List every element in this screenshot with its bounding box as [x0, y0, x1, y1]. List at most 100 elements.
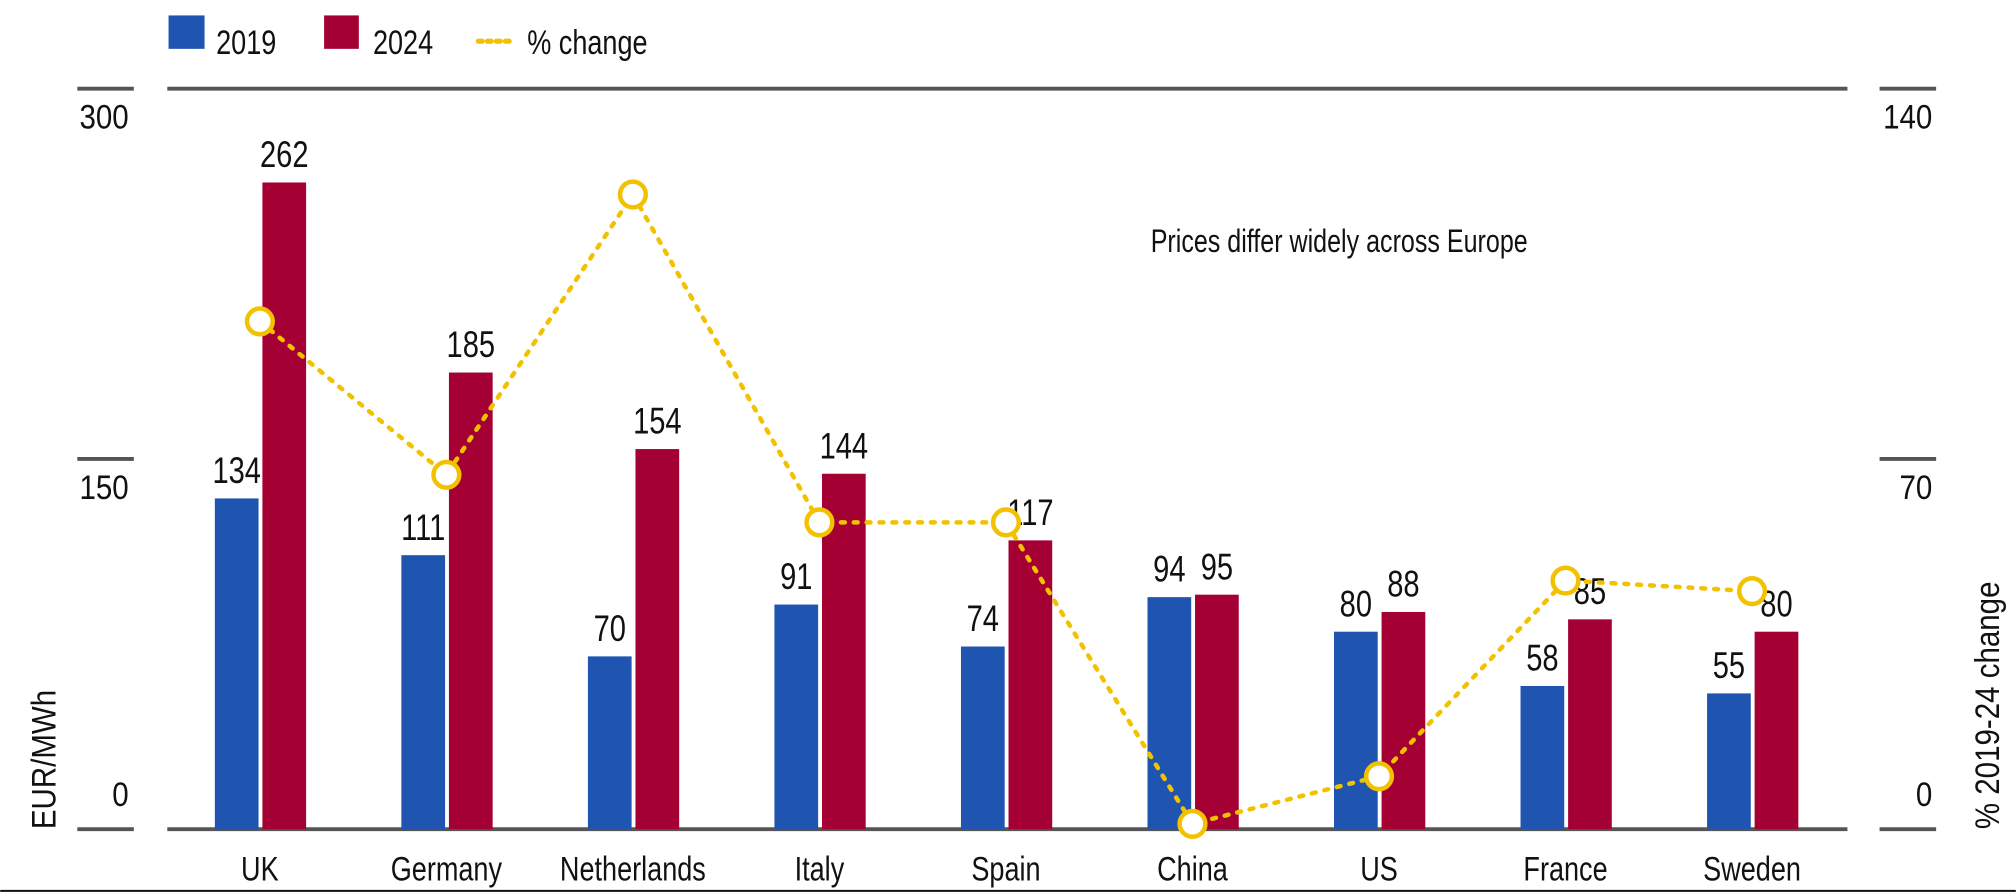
right-tick-label-group: 70 [1899, 468, 1932, 507]
x-tick-label-group: US [1360, 849, 1398, 888]
data-label-2024-group: 154 [633, 401, 682, 442]
data-label-2024: 95 [1201, 547, 1233, 588]
data-label-2019: 58 [1526, 638, 1558, 679]
bar-2024-france [1568, 619, 1612, 830]
data-label-2019: 55 [1713, 646, 1745, 687]
data-label-2019-group: 70 [594, 609, 626, 650]
data-label-2024: 262 [260, 135, 309, 176]
chart-annotation: Prices differ widely across Europe [1151, 224, 1528, 260]
data-label-2019-group: 134 [212, 451, 261, 492]
bar-2019-us [1334, 631, 1378, 830]
pct-change-point-italy [804, 507, 835, 538]
data-label-2019: 94 [1153, 549, 1185, 590]
bar-2024-us [1381, 611, 1426, 830]
data-label-2019: 74 [967, 599, 999, 640]
data-label-2019-group: 111 [401, 507, 445, 548]
pct-change-point-netherlands [617, 179, 648, 210]
data-label-2024-group: 95 [1201, 547, 1233, 588]
x-tick-label-group: Italy [795, 849, 845, 888]
data-label-2019: 80 [1340, 584, 1372, 625]
y2-axis-title-group: % 2019-24 change [1968, 582, 2007, 830]
data-label-2024-group: 185 [447, 325, 496, 366]
left-tick-label: 150 [79, 468, 128, 507]
pct-change-point-uk [244, 306, 275, 337]
data-label-2019: 111 [401, 507, 445, 548]
bar-2019-netherlands [587, 656, 632, 830]
data-label-2024: 144 [820, 426, 869, 467]
data-label-2019-group: 74 [967, 599, 999, 640]
pct-change-point-us [1363, 761, 1395, 792]
left-tick-label-group: 300 [79, 97, 128, 136]
x-tick-label: Spain [971, 849, 1040, 888]
data-label-2019-group: 58 [1526, 638, 1558, 679]
bar-2019-china [1147, 597, 1192, 830]
pct-change-point-france [1550, 565, 1581, 596]
x-tick-label: France [1523, 849, 1607, 888]
pct-change-point-sweden [1736, 576, 1768, 607]
x-tick-label: Netherlands [560, 849, 706, 888]
chart-annotation-group: Prices differ widely across Europe [1151, 224, 1528, 260]
data-label-2019: 91 [780, 557, 812, 598]
legend-swatch-2019 [168, 15, 205, 49]
bar-2024-uk [262, 182, 307, 830]
legend-swatch-2024 [324, 15, 359, 49]
legend-label-pct-change: % change [527, 23, 647, 62]
x-tick-label-group: Netherlands [560, 849, 706, 888]
x-tick-label-group: Sweden [1703, 849, 1801, 888]
x-tick-label: UK [241, 849, 279, 888]
right-tick-label-group: 140 [1883, 97, 1932, 136]
legend-label-2024-group: 2024 [373, 23, 433, 62]
x-tick-label: US [1360, 849, 1398, 888]
pct-change-point-germany [431, 459, 462, 490]
bar-2024-sweden [1754, 631, 1799, 830]
bar-2019-spain [960, 646, 1005, 830]
legend-label-2024: 2024 [373, 23, 433, 62]
data-label-2024: 88 [1387, 564, 1419, 605]
pct-change-point-china [1177, 808, 1208, 839]
bar-2024-netherlands [635, 449, 680, 830]
legend-label-pct-change-group: % change [527, 23, 647, 62]
right-tick-label-group: 0 [1916, 775, 1932, 814]
x-tick-label-group: China [1157, 849, 1228, 888]
y-axis-title: EUR/MWh [24, 690, 63, 829]
bar-2019-italy [774, 604, 819, 830]
left-tick-label-group: 0 [112, 775, 128, 814]
x-tick-label-group: Germany [391, 849, 503, 888]
legend-label-2019-group: 2019 [216, 23, 276, 62]
bar-2024-germany [448, 372, 493, 830]
legend-label-2019: 2019 [216, 23, 276, 62]
data-label-2019: 134 [212, 451, 261, 492]
bar-2019-germany [401, 555, 446, 830]
data-label-2024-group: 262 [260, 135, 309, 176]
x-tick-label-group: France [1523, 849, 1607, 888]
bar-2019-france [1520, 685, 1565, 830]
right-tick-label: 0 [1916, 775, 1932, 814]
bar-2019-sweden [1707, 693, 1751, 830]
data-label-2019: 70 [594, 609, 626, 650]
x-tick-label: Sweden [1703, 849, 1801, 888]
right-tick-label: 70 [1899, 468, 1932, 507]
y-axis-title-group: EUR/MWh [24, 690, 63, 829]
x-tick-label: China [1157, 849, 1228, 888]
x-tick-label-group: UK [241, 849, 279, 888]
x-tick-label: Germany [391, 849, 503, 888]
bar-2024-china [1195, 594, 1239, 830]
y2-axis-title: % 2019-24 change [1968, 582, 2007, 830]
left-tick-label-group: 150 [79, 468, 128, 507]
x-tick-label-group: Spain [971, 849, 1040, 888]
left-tick-label: 300 [79, 97, 128, 136]
x-tick-label: Italy [795, 849, 845, 888]
data-label-2024-group: 144 [820, 426, 869, 467]
pct-change-point-spain [990, 507, 1022, 538]
data-label-2019-group: 91 [780, 557, 812, 598]
data-label-2024-group: 88 [1387, 564, 1419, 605]
data-label-2024: 154 [633, 401, 682, 442]
right-tick-label: 140 [1883, 97, 1932, 136]
bar-2019-uk [214, 498, 259, 830]
left-tick-label: 0 [112, 775, 128, 814]
data-label-2024: 185 [447, 325, 496, 366]
bar-2024-spain [1008, 540, 1053, 830]
data-label-2019-group: 94 [1153, 549, 1185, 590]
data-label-2019-group: 55 [1713, 646, 1745, 687]
